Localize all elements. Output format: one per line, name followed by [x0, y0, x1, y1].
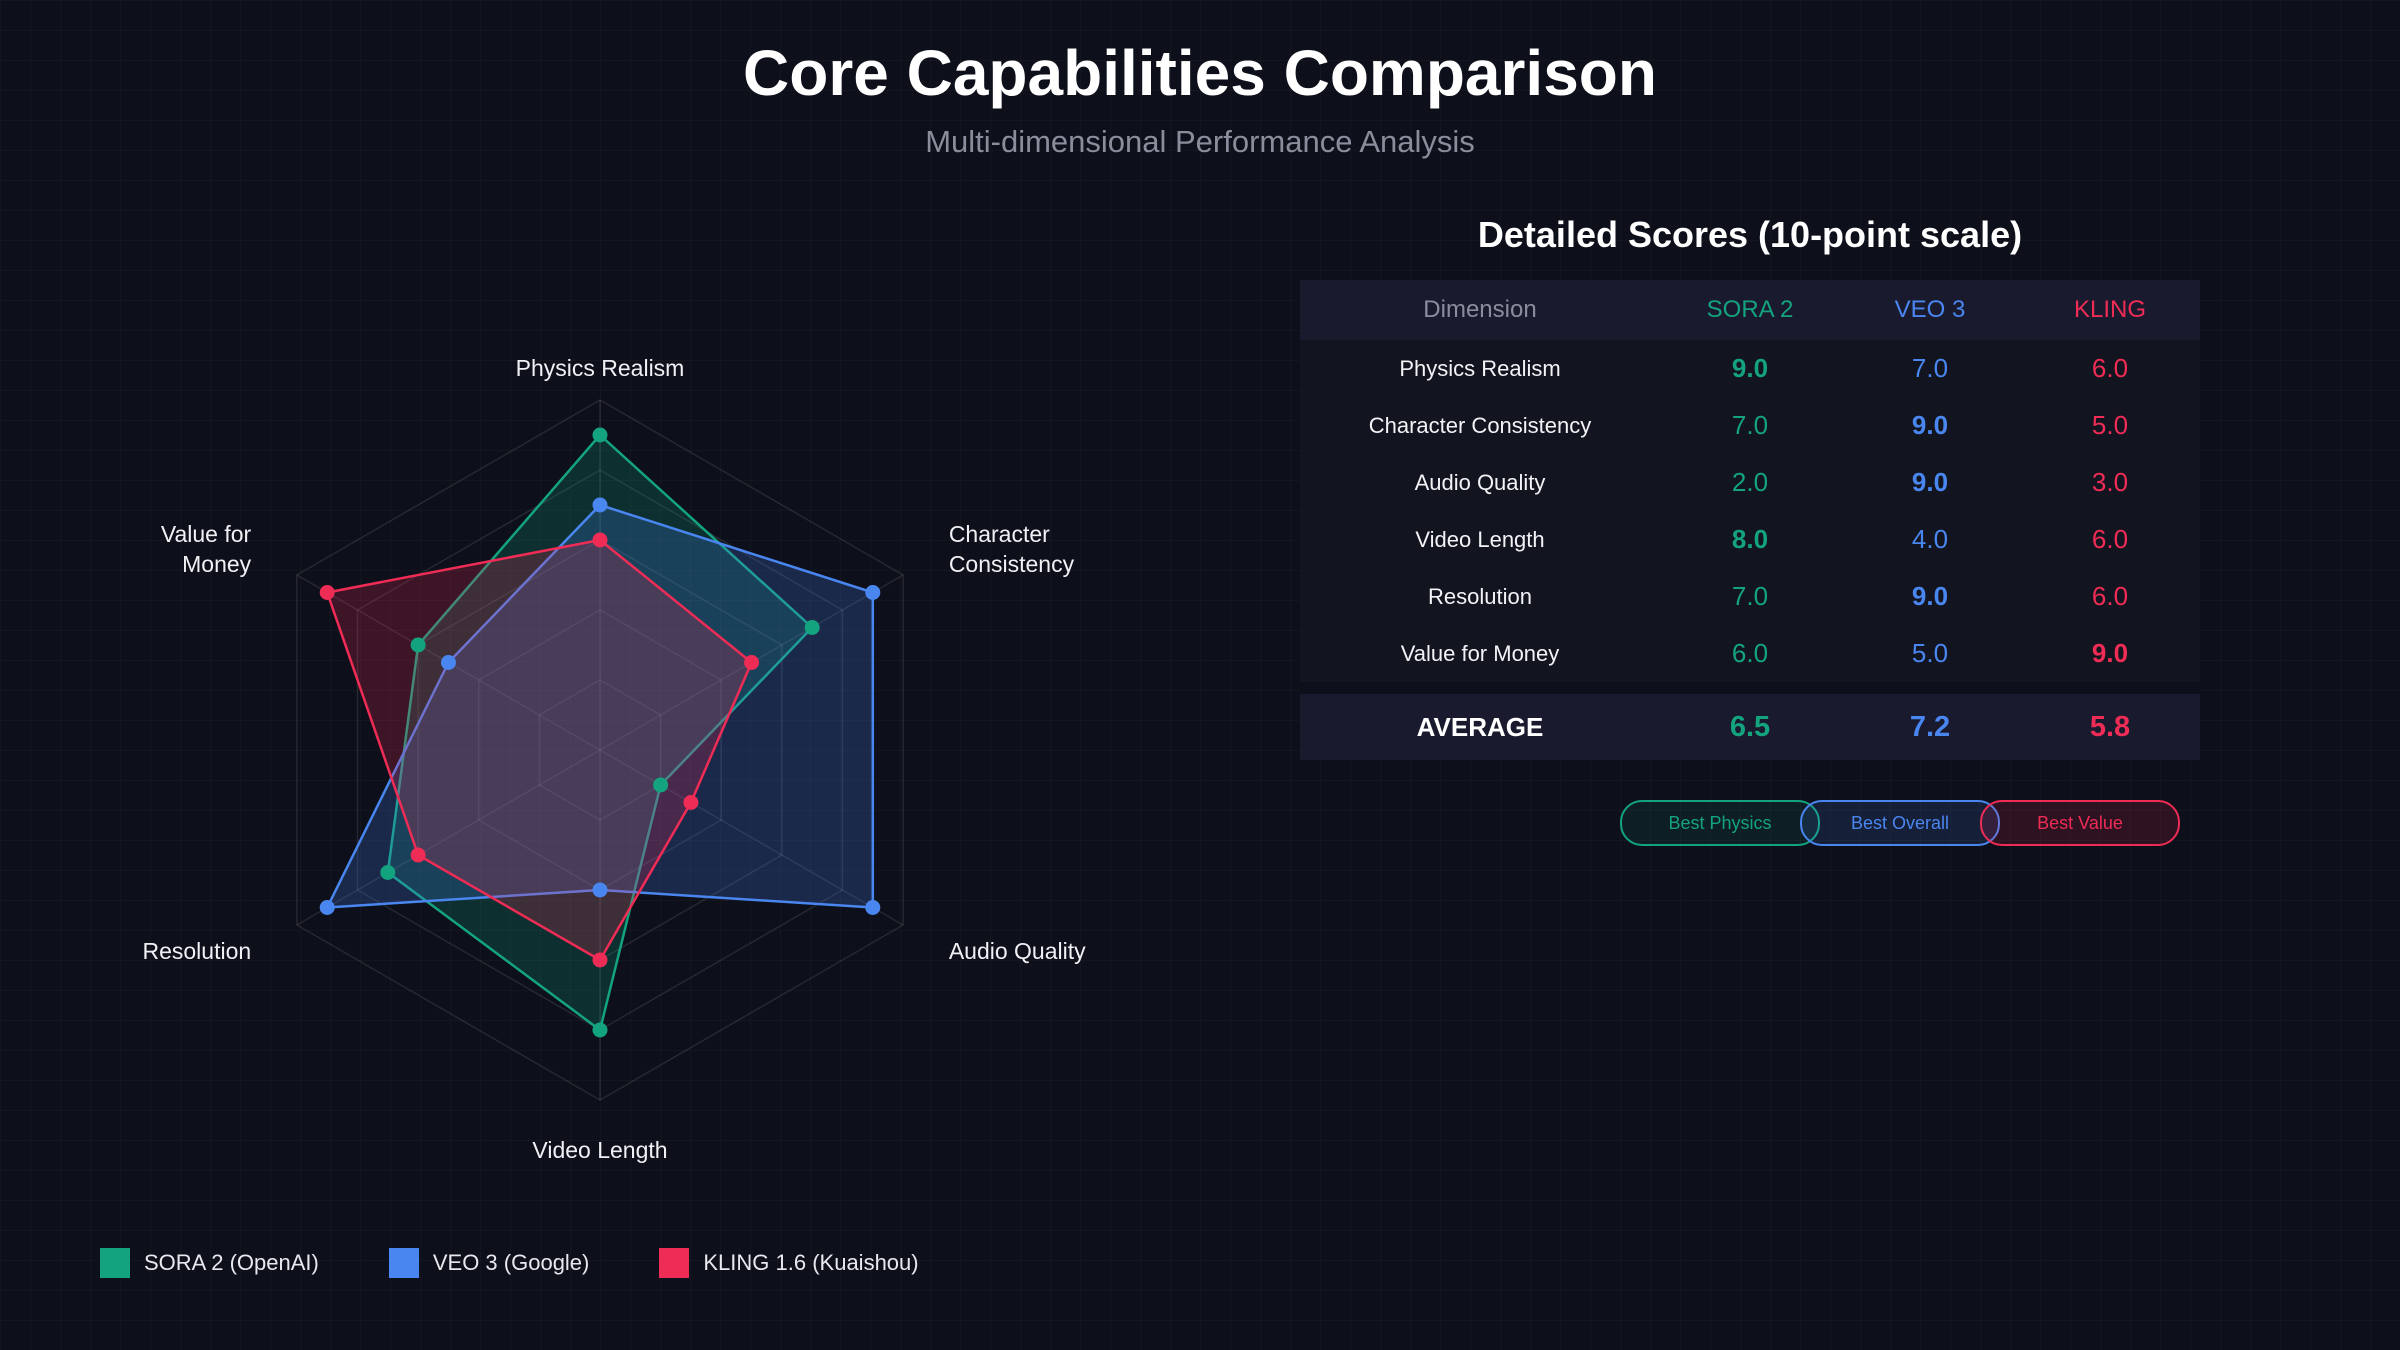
scores-table: Dimension SORA 2 VEO 3 KLING Physics Rea…	[1300, 280, 2200, 760]
axis-label: Character Consistency	[949, 521, 1075, 577]
axis-label: Value for Money	[161, 521, 252, 577]
row-kling-score: 6.0	[2091, 581, 2129, 611]
table-row: Character Consistency 7.0 9.0 5.0	[1300, 397, 2200, 454]
grid-ring	[538, 679, 662, 821]
legend-item-veo: VEO 3 (Google)	[388, 1248, 590, 1278]
table-row: Value for Money 6.0 5.0 9.0	[1300, 625, 2200, 682]
axis-label: Audio Quality	[949, 938, 1086, 964]
data-point-1-1	[865, 585, 881, 600]
row-sora-score: 7.0	[1731, 410, 1769, 440]
badge-best-overall: Best Overall	[1800, 800, 2000, 846]
row-sora-score: 8.0	[1731, 524, 1769, 554]
row-sora-score: 7.0	[1731, 581, 1769, 611]
badge-best-physics: Best Physics	[1620, 800, 1820, 846]
page-subtitle: Multi-dimensional Performance Analysis	[925, 124, 1475, 159]
row-veo-score: 9.0	[1911, 467, 1949, 497]
row-dimension: Physics Realism	[1399, 355, 1561, 381]
data-point-2-0	[592, 532, 608, 548]
row-kling-score: 3.0	[2091, 467, 2129, 497]
row-veo-score: 9.0	[1911, 581, 1949, 611]
legend-label-kling: KLING 1.6 (Kuaishou)	[703, 1250, 919, 1275]
row-veo-score: 5.0	[1911, 638, 1949, 668]
header-kling: KLING	[2020, 280, 2200, 340]
data-point-0-1	[804, 620, 820, 635]
row-dimension: Audio Quality	[1414, 469, 1546, 495]
row-kling-score: 5.0	[2091, 410, 2129, 440]
row-dimension: Value for Money	[1400, 640, 1560, 666]
grid-ring	[296, 399, 904, 1101]
grid-spoke	[296, 749, 601, 926]
data-point-0-5	[410, 637, 426, 653]
data-point-2-1	[744, 655, 760, 670]
data-point-1-4	[319, 900, 335, 915]
row-veo-score: 4.0	[1911, 524, 1949, 554]
badges-row: Best Physics Best Overall Best Value	[1620, 800, 2180, 846]
legend-swatch-veo	[388, 1248, 419, 1278]
data-point-2-2	[683, 795, 699, 810]
table-row: Video Length 8.0 4.0 6.0	[1300, 511, 2200, 568]
data-point-1-2	[865, 900, 881, 915]
table-title: Detailed Scores (10-point scale)	[1477, 214, 2023, 255]
average-kling: 5.8	[2020, 694, 2200, 760]
header-dimension: Dimension	[1300, 280, 1660, 340]
data-point-1-0	[592, 497, 608, 513]
row-kling-score: 9.0	[2091, 638, 2129, 668]
row-sora-score: 2.0	[1731, 467, 1769, 497]
table-row: Resolution 7.0 9.0 6.0	[1300, 568, 2200, 625]
row-dimension: Video Length	[1415, 526, 1545, 552]
row-dimension: Resolution	[1428, 583, 1532, 609]
average-label: AVERAGE	[1300, 694, 1660, 760]
legend-swatch-kling	[659, 1248, 690, 1278]
data-point-0-3	[592, 1022, 608, 1038]
average-veo: 7.2	[1840, 694, 2020, 760]
data-point-1-3	[592, 882, 608, 898]
row-veo-score: 7.0	[1911, 353, 1949, 383]
data-point-0-0	[592, 427, 608, 443]
average-row: AVERAGE 6.5 7.2 5.8	[1300, 694, 2200, 760]
axis-label: Video Length	[532, 1137, 667, 1163]
row-veo-score: 9.0	[1911, 410, 1949, 440]
row-sora-score: 9.0	[1731, 353, 1769, 383]
badge-best-value: Best Value	[1980, 800, 2180, 846]
table-header-row: Dimension SORA 2 VEO 3 KLING	[1300, 280, 2200, 340]
data-point-0-4	[380, 865, 396, 880]
page-title: Core Capabilities Comparison	[743, 37, 1657, 109]
data-point-2-3	[592, 952, 608, 968]
data-point-2-4	[410, 847, 426, 863]
grid-spoke	[599, 749, 904, 926]
row-dimension: Character Consistency	[1368, 412, 1592, 438]
table-row: Physics Realism 9.0 7.0 6.0	[1300, 340, 2200, 397]
data-point-1-5	[440, 655, 456, 670]
chart-legend: SORA 2 (OpenAI) VEO 3 (Google) KLING 1.6…	[100, 1248, 989, 1278]
axis-label: Physics Realism	[516, 355, 685, 381]
legend-item-kling: KLING 1.6 (Kuaishou)	[659, 1248, 919, 1278]
axis-label: Resolution	[142, 938, 251, 964]
legend-label-veo: VEO 3 (Google)	[432, 1250, 590, 1275]
legend-label-sora: SORA 2 (OpenAI)	[144, 1250, 319, 1275]
average-sora: 6.5	[1660, 694, 1840, 760]
legend-item-sora: SORA 2 (OpenAI)	[100, 1248, 319, 1278]
row-kling-score: 6.0	[2091, 524, 2129, 554]
data-point-0-2	[653, 777, 669, 793]
header-veo: VEO 3	[1840, 280, 2020, 340]
row-sora-score: 6.0	[1731, 638, 1769, 668]
table-row: Audio Quality 2.0 9.0 3.0	[1300, 454, 2200, 511]
header-sora: SORA 2	[1660, 280, 1840, 340]
table-spacer	[1300, 682, 2200, 694]
row-kling-score: 6.0	[2091, 353, 2129, 383]
legend-swatch-sora	[100, 1248, 130, 1278]
radar-chart: Physics Realism Character Consistency Audio…	[142, 355, 1086, 1163]
data-point-2-5	[319, 585, 335, 600]
